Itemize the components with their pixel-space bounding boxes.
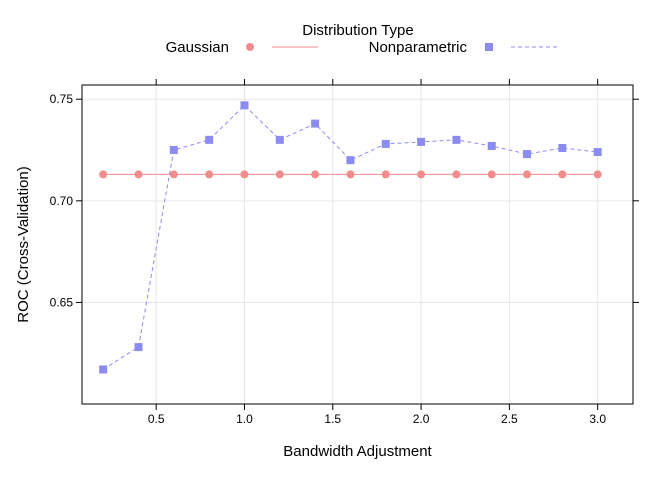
gaussian-point-14 xyxy=(593,170,602,179)
gaussian-point-13 xyxy=(558,170,567,179)
nonparametric-point-2 xyxy=(169,146,178,155)
legend-label-nonparametric: Nonparametric xyxy=(369,39,468,56)
x-tick-label-3: 2.0 xyxy=(413,412,430,426)
nonparametric-point-13 xyxy=(558,143,567,152)
gaussian-point-12 xyxy=(523,170,532,179)
x-tick-label-2: 1.5 xyxy=(324,412,341,426)
x-tick-label-4: 2.5 xyxy=(501,412,518,426)
y-tick-label-1: 0.70 xyxy=(50,194,74,208)
gaussian-point-9 xyxy=(417,170,426,179)
nonparametric-point-0 xyxy=(99,365,108,374)
gaussian-point-0 xyxy=(99,170,108,179)
nonparametric-point-7 xyxy=(346,156,355,165)
gaussian-point-4 xyxy=(240,170,249,179)
nonparametric-point-6 xyxy=(311,119,320,128)
gaussian-point-6 xyxy=(311,170,320,179)
nonparametric-point-11 xyxy=(487,141,496,150)
nonparametric-point-10 xyxy=(452,135,461,144)
gaussian-point-7 xyxy=(346,170,355,179)
y-tick-label-0: 0.65 xyxy=(50,295,74,309)
gaussian-point-11 xyxy=(487,170,496,179)
nonparametric-point-8 xyxy=(381,139,390,148)
nonparametric-point-14 xyxy=(593,148,602,157)
nonparametric-point-5 xyxy=(275,135,284,144)
gaussian-point-3 xyxy=(205,170,214,179)
y-axis-label: ROC (Cross-Validation) xyxy=(15,166,32,322)
nonparametric-point-4 xyxy=(240,101,249,110)
plot-frame xyxy=(81,84,634,405)
gaussian-point-2 xyxy=(169,170,178,179)
x-tick-label-5: 3.0 xyxy=(589,412,606,426)
series-line-nonparametric xyxy=(102,104,598,370)
gaussian-point-1 xyxy=(134,170,143,179)
y-tick-label-2: 0.75 xyxy=(50,92,74,106)
x-tick-label-0: 0.5 xyxy=(148,412,165,426)
x-axis-label: Bandwidth Adjustment xyxy=(283,443,432,460)
gaussian-point-10 xyxy=(452,170,461,179)
legend-marker-nonparametric xyxy=(485,43,493,51)
gaussian-point-5 xyxy=(275,170,284,179)
nonparametric-point-3 xyxy=(205,135,214,144)
legend-title: Distribution Type xyxy=(302,22,413,39)
x-tick-label-1: 1.0 xyxy=(236,412,253,426)
nonparametric-point-1 xyxy=(134,343,143,352)
legend-label-gaussian: Gaussian xyxy=(166,39,229,56)
nonparametric-point-9 xyxy=(417,137,426,146)
gaussian-point-8 xyxy=(381,170,390,179)
nonparametric-point-12 xyxy=(523,150,532,159)
legend-marker-gaussian xyxy=(246,43,254,51)
